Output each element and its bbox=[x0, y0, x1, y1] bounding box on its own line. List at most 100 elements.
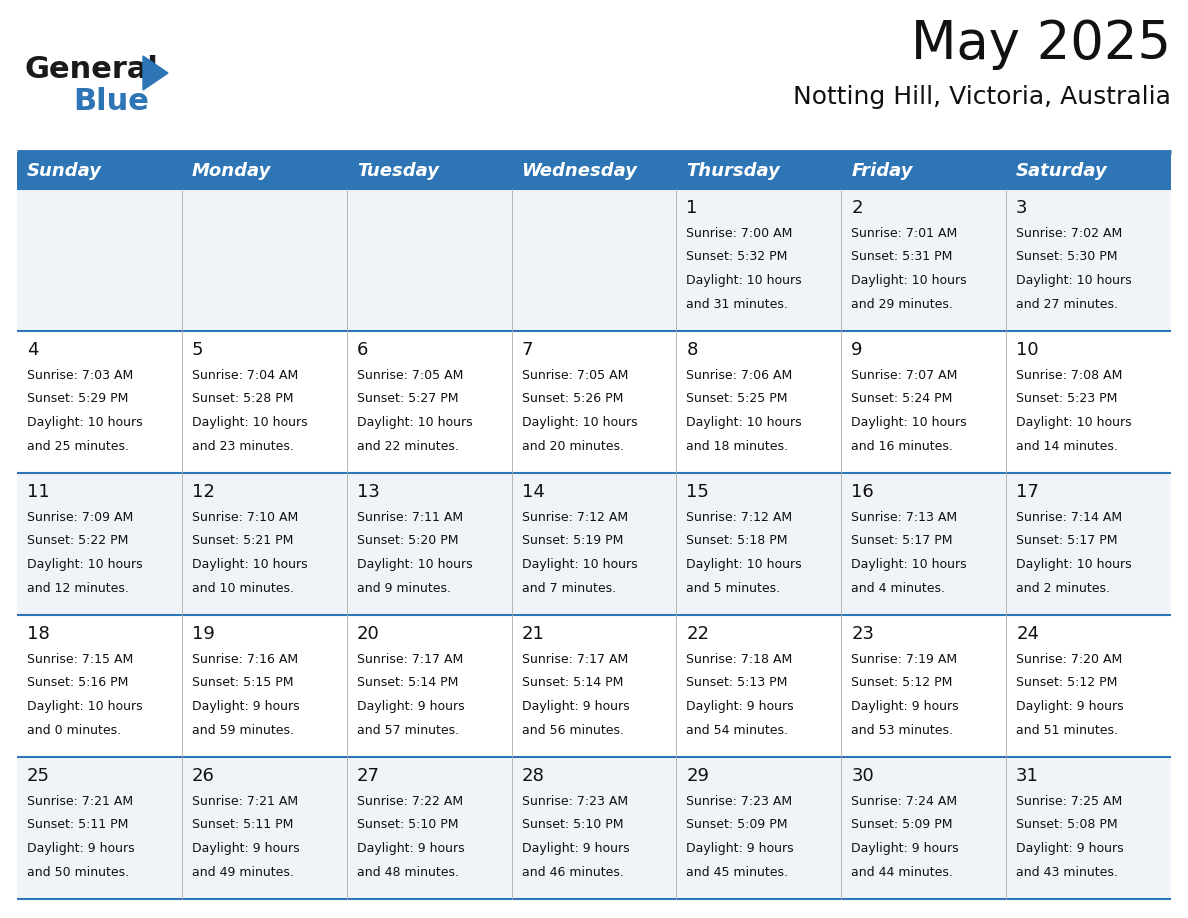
Text: Sunset: 5:17 PM: Sunset: 5:17 PM bbox=[852, 534, 953, 547]
Text: Sunrise: 7:05 AM: Sunrise: 7:05 AM bbox=[356, 369, 463, 382]
Text: Sunset: 5:14 PM: Sunset: 5:14 PM bbox=[356, 677, 459, 689]
Text: and 48 minutes.: and 48 minutes. bbox=[356, 866, 459, 879]
Text: Sunday: Sunday bbox=[27, 162, 102, 180]
Text: Daylight: 9 hours: Daylight: 9 hours bbox=[27, 842, 134, 855]
Text: Daylight: 10 hours: Daylight: 10 hours bbox=[522, 416, 637, 429]
Text: and 5 minutes.: and 5 minutes. bbox=[687, 581, 781, 595]
Text: General: General bbox=[25, 55, 159, 84]
Text: and 12 minutes.: and 12 minutes. bbox=[27, 581, 128, 595]
Text: and 51 minutes.: and 51 minutes. bbox=[1016, 723, 1118, 736]
Text: Sunrise: 7:09 AM: Sunrise: 7:09 AM bbox=[27, 511, 133, 524]
Text: 19: 19 bbox=[191, 625, 215, 643]
Text: and 56 minutes.: and 56 minutes. bbox=[522, 723, 624, 736]
Polygon shape bbox=[143, 56, 168, 90]
Text: Daylight: 9 hours: Daylight: 9 hours bbox=[1016, 700, 1124, 713]
Text: Daylight: 10 hours: Daylight: 10 hours bbox=[687, 274, 802, 287]
Text: Daylight: 9 hours: Daylight: 9 hours bbox=[852, 842, 959, 855]
Text: and 0 minutes.: and 0 minutes. bbox=[27, 723, 121, 736]
Text: and 4 minutes.: and 4 minutes. bbox=[852, 581, 946, 595]
Text: 12: 12 bbox=[191, 483, 215, 501]
Text: May 2025: May 2025 bbox=[911, 18, 1171, 70]
Text: Daylight: 10 hours: Daylight: 10 hours bbox=[1016, 416, 1132, 429]
Text: Sunset: 5:09 PM: Sunset: 5:09 PM bbox=[687, 819, 788, 832]
Text: 6: 6 bbox=[356, 341, 368, 359]
Text: 16: 16 bbox=[852, 483, 874, 501]
Text: Sunrise: 7:25 AM: Sunrise: 7:25 AM bbox=[1016, 795, 1123, 808]
Text: Sunset: 5:12 PM: Sunset: 5:12 PM bbox=[852, 677, 953, 689]
Text: Sunset: 5:18 PM: Sunset: 5:18 PM bbox=[687, 534, 788, 547]
Bar bbox=[17, 152, 1171, 189]
Text: 15: 15 bbox=[687, 483, 709, 501]
Bar bbox=[17, 189, 1171, 331]
Text: 14: 14 bbox=[522, 483, 544, 501]
Text: Sunset: 5:32 PM: Sunset: 5:32 PM bbox=[687, 251, 788, 263]
Text: Sunrise: 7:17 AM: Sunrise: 7:17 AM bbox=[522, 653, 627, 666]
Text: Sunset: 5:24 PM: Sunset: 5:24 PM bbox=[852, 393, 953, 406]
Text: 29: 29 bbox=[687, 767, 709, 785]
Text: Sunset: 5:08 PM: Sunset: 5:08 PM bbox=[1016, 819, 1118, 832]
Text: Sunrise: 7:17 AM: Sunrise: 7:17 AM bbox=[356, 653, 463, 666]
Text: 9: 9 bbox=[852, 341, 862, 359]
Text: Daylight: 9 hours: Daylight: 9 hours bbox=[356, 842, 465, 855]
Text: Daylight: 9 hours: Daylight: 9 hours bbox=[191, 842, 299, 855]
Text: Daylight: 9 hours: Daylight: 9 hours bbox=[1016, 842, 1124, 855]
Text: Sunrise: 7:21 AM: Sunrise: 7:21 AM bbox=[27, 795, 133, 808]
Text: Daylight: 9 hours: Daylight: 9 hours bbox=[687, 700, 794, 713]
Text: Sunrise: 7:18 AM: Sunrise: 7:18 AM bbox=[687, 653, 792, 666]
Text: Wednesday: Wednesday bbox=[522, 162, 638, 180]
Text: and 49 minutes.: and 49 minutes. bbox=[191, 866, 293, 879]
Text: Sunset: 5:30 PM: Sunset: 5:30 PM bbox=[1016, 251, 1118, 263]
Text: Sunrise: 7:22 AM: Sunrise: 7:22 AM bbox=[356, 795, 463, 808]
Text: Saturday: Saturday bbox=[1016, 162, 1108, 180]
Text: Sunset: 5:11 PM: Sunset: 5:11 PM bbox=[191, 819, 293, 832]
Text: Daylight: 9 hours: Daylight: 9 hours bbox=[852, 700, 959, 713]
Text: Sunrise: 7:12 AM: Sunrise: 7:12 AM bbox=[522, 511, 627, 524]
Text: and 46 minutes.: and 46 minutes. bbox=[522, 866, 624, 879]
Text: and 57 minutes.: and 57 minutes. bbox=[356, 723, 459, 736]
Text: Daylight: 10 hours: Daylight: 10 hours bbox=[27, 700, 143, 713]
Text: Tuesday: Tuesday bbox=[356, 162, 438, 180]
Text: 10: 10 bbox=[1016, 341, 1038, 359]
Text: 8: 8 bbox=[687, 341, 697, 359]
Text: Daylight: 10 hours: Daylight: 10 hours bbox=[356, 558, 473, 571]
Text: Sunrise: 7:14 AM: Sunrise: 7:14 AM bbox=[1016, 511, 1123, 524]
Text: Daylight: 10 hours: Daylight: 10 hours bbox=[852, 274, 967, 287]
Text: Daylight: 10 hours: Daylight: 10 hours bbox=[191, 416, 308, 429]
Text: Sunrise: 7:13 AM: Sunrise: 7:13 AM bbox=[852, 511, 958, 524]
Text: Sunset: 5:14 PM: Sunset: 5:14 PM bbox=[522, 677, 623, 689]
Text: Sunrise: 7:05 AM: Sunrise: 7:05 AM bbox=[522, 369, 628, 382]
Text: Sunset: 5:12 PM: Sunset: 5:12 PM bbox=[1016, 677, 1118, 689]
Text: Monday: Monday bbox=[191, 162, 271, 180]
Text: Daylight: 10 hours: Daylight: 10 hours bbox=[852, 416, 967, 429]
Text: Daylight: 10 hours: Daylight: 10 hours bbox=[1016, 274, 1132, 287]
Text: 5: 5 bbox=[191, 341, 203, 359]
Text: and 14 minutes.: and 14 minutes. bbox=[1016, 440, 1118, 453]
Text: Sunrise: 7:23 AM: Sunrise: 7:23 AM bbox=[687, 795, 792, 808]
Text: Sunrise: 7:20 AM: Sunrise: 7:20 AM bbox=[1016, 653, 1123, 666]
Text: Daylight: 9 hours: Daylight: 9 hours bbox=[191, 700, 299, 713]
Text: Sunrise: 7:16 AM: Sunrise: 7:16 AM bbox=[191, 653, 298, 666]
Bar bbox=[17, 473, 1171, 615]
Text: 31: 31 bbox=[1016, 767, 1040, 785]
Text: Sunset: 5:28 PM: Sunset: 5:28 PM bbox=[191, 393, 293, 406]
Text: Sunrise: 7:01 AM: Sunrise: 7:01 AM bbox=[852, 227, 958, 240]
Text: and 50 minutes.: and 50 minutes. bbox=[27, 866, 129, 879]
Text: Sunset: 5:31 PM: Sunset: 5:31 PM bbox=[852, 251, 953, 263]
Text: Sunset: 5:16 PM: Sunset: 5:16 PM bbox=[27, 677, 128, 689]
Text: Sunset: 5:22 PM: Sunset: 5:22 PM bbox=[27, 534, 128, 547]
Text: Daylight: 9 hours: Daylight: 9 hours bbox=[356, 700, 465, 713]
Text: Sunrise: 7:15 AM: Sunrise: 7:15 AM bbox=[27, 653, 133, 666]
Text: 25: 25 bbox=[27, 767, 50, 785]
Text: Blue: Blue bbox=[72, 87, 148, 116]
Text: 27: 27 bbox=[356, 767, 380, 785]
Text: Sunrise: 7:03 AM: Sunrise: 7:03 AM bbox=[27, 369, 133, 382]
Text: and 54 minutes.: and 54 minutes. bbox=[687, 723, 789, 736]
Text: and 44 minutes.: and 44 minutes. bbox=[852, 866, 953, 879]
Text: Friday: Friday bbox=[852, 162, 912, 180]
Text: Sunrise: 7:11 AM: Sunrise: 7:11 AM bbox=[356, 511, 463, 524]
Text: 30: 30 bbox=[852, 767, 874, 785]
Text: and 9 minutes.: and 9 minutes. bbox=[356, 581, 450, 595]
Text: Sunset: 5:21 PM: Sunset: 5:21 PM bbox=[191, 534, 293, 547]
Text: 7: 7 bbox=[522, 341, 533, 359]
Text: and 25 minutes.: and 25 minutes. bbox=[27, 440, 129, 453]
